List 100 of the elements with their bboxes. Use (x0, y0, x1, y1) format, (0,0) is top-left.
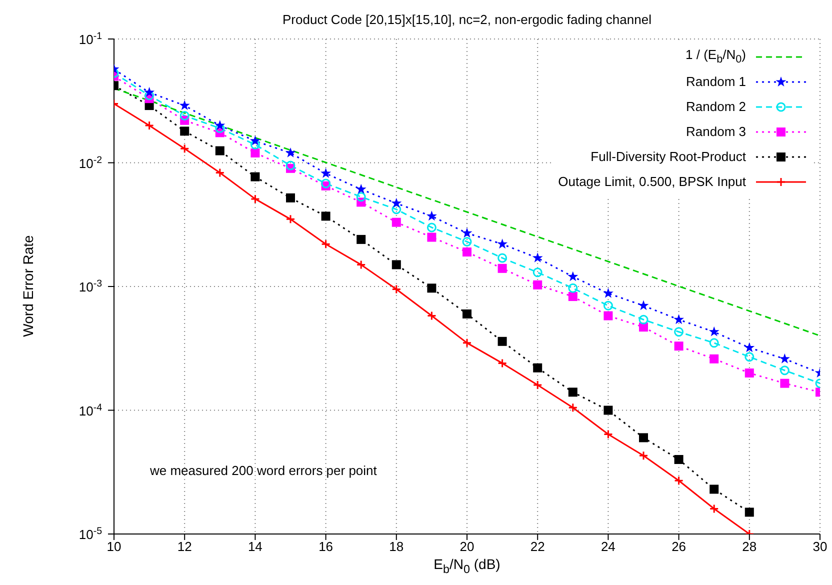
point (392, 284, 402, 294)
x-tick-label: 12 (177, 539, 192, 554)
point (392, 204, 402, 214)
chart-title: Product Code [20,15]x[15,10], nc=2, non-ergodic fading channel (282, 12, 652, 27)
point (356, 192, 366, 202)
point (603, 300, 613, 310)
point (780, 378, 790, 388)
y-tick-label: 10$^{-5}$ (78, 526, 103, 542)
point (321, 178, 331, 188)
point (286, 193, 295, 202)
point (180, 110, 190, 120)
point (710, 484, 719, 494)
legend-label: Random 3 (686, 124, 746, 139)
y-tick-label: 10$^{-2}$ (78, 154, 102, 171)
point (320, 168, 332, 178)
point (568, 388, 578, 397)
x-tick-label: 10 (106, 539, 122, 554)
point (215, 168, 225, 178)
point (250, 148, 260, 158)
annotation: we measured 200 word errors per point (150, 463, 377, 478)
point (426, 311, 436, 321)
point (744, 342, 755, 352)
point (180, 144, 190, 154)
point (639, 433, 648, 442)
point (674, 476, 684, 486)
point (603, 429, 613, 439)
point (144, 86, 155, 97)
point (215, 146, 224, 156)
point (604, 406, 613, 415)
point (638, 300, 649, 310)
point (392, 260, 401, 270)
point (286, 160, 296, 170)
point (674, 454, 684, 464)
point (638, 450, 648, 460)
point (356, 260, 366, 270)
point (250, 172, 260, 182)
point (604, 311, 613, 320)
point (356, 184, 366, 194)
point (144, 90, 154, 100)
y-tick-label: 10$^{-3}$ (78, 278, 102, 294)
point (744, 352, 754, 362)
point (214, 120, 226, 130)
point (533, 363, 542, 372)
point (427, 284, 436, 293)
point (286, 214, 296, 224)
point (532, 380, 542, 390)
point (250, 140, 260, 150)
point (462, 338, 472, 348)
point (780, 366, 790, 376)
x-tick-label: 28 (742, 539, 757, 554)
point (462, 309, 472, 318)
point (602, 288, 614, 298)
y-axis-title: Word Error Rate (20, 235, 36, 337)
point (568, 283, 578, 293)
point (426, 222, 436, 232)
point (744, 368, 754, 378)
point (498, 253, 508, 263)
point (710, 354, 719, 364)
y-tick-label: 10$^{-4}$ (78, 402, 103, 418)
point (497, 238, 508, 249)
point (744, 508, 754, 517)
point (568, 271, 578, 282)
point (426, 210, 437, 221)
point (391, 198, 402, 208)
point (356, 234, 366, 244)
point (568, 292, 578, 302)
point (144, 120, 154, 130)
point (498, 358, 508, 368)
point (709, 504, 719, 514)
point (180, 126, 190, 136)
x-tick-label: 26 (672, 539, 686, 554)
point (321, 239, 331, 249)
x-tick-label: 30 (812, 539, 828, 554)
point (392, 218, 401, 227)
point (462, 228, 472, 238)
point (533, 280, 542, 290)
point (285, 147, 296, 158)
legend-label: Random 1 (686, 74, 746, 89)
point (215, 124, 225, 134)
point (250, 135, 260, 146)
point (462, 236, 472, 246)
point (532, 268, 542, 278)
y-tick-label: 10$^{-1}$ (78, 30, 102, 47)
point (674, 314, 684, 324)
x-tick-label: 14 (248, 539, 262, 554)
x-tick-label: 24 (600, 539, 616, 554)
point (568, 402, 578, 412)
point (250, 194, 260, 204)
point (427, 232, 436, 242)
point (674, 327, 684, 337)
point (462, 248, 472, 257)
point (709, 338, 719, 348)
point (498, 264, 507, 273)
legend-label: Outage Limit, 0.500, BPSK Input (558, 174, 746, 189)
point (532, 252, 543, 262)
point (321, 212, 330, 221)
point (674, 342, 684, 351)
legend-label: 1 / (E$_{b}$/N$_{0}$) (686, 47, 746, 66)
x-tick-label: 18 (389, 539, 404, 554)
point (779, 353, 790, 364)
